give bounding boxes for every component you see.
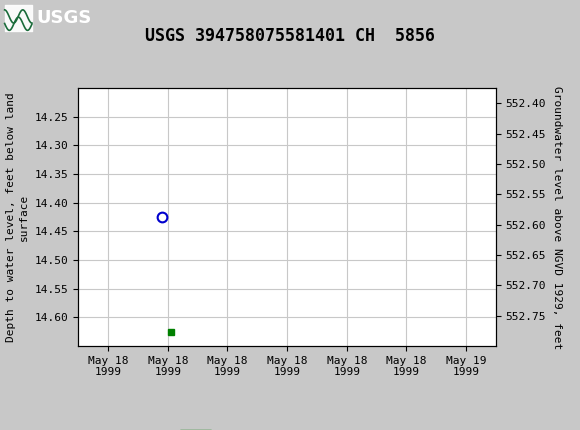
Y-axis label: Groundwater level above NGVD 1929, feet: Groundwater level above NGVD 1929, feet [552,86,561,349]
Text: USGS: USGS [36,9,91,27]
Legend: Period of approved data: Period of approved data [175,425,399,430]
Y-axis label: Depth to water level, feet below land
surface: Depth to water level, feet below land su… [6,92,29,342]
Text: USGS 394758075581401 CH  5856: USGS 394758075581401 CH 5856 [145,27,435,45]
